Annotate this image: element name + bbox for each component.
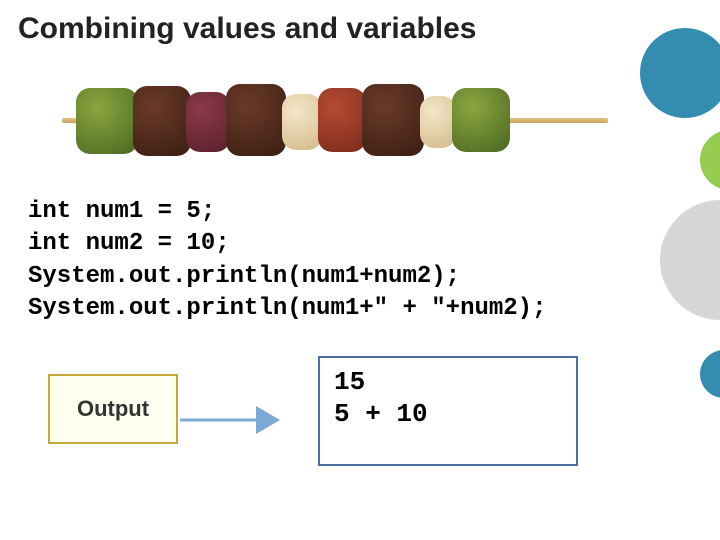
skewer-chunk: [76, 88, 138, 154]
code-line-1: int num1 = 5;: [28, 198, 215, 225]
output-row: Output 15 5 + 10: [48, 356, 702, 466]
skewer-chunk: [362, 84, 424, 156]
code-line-4: System.out.println(num1+" + "+num2);: [28, 295, 546, 322]
skewer-chunk: [452, 88, 510, 152]
code-line-3: System.out.println(num1+num2);: [28, 263, 460, 290]
skewer-chunk: [420, 96, 456, 148]
decoration-circle: [700, 350, 720, 398]
output-line-1: 15: [334, 367, 365, 397]
decoration-circle: [700, 130, 720, 190]
skewer-chunk: [133, 86, 191, 156]
code-block: int num1 = 5; int num2 = 10; System.out.…: [28, 196, 702, 326]
skewer-chunk: [318, 88, 366, 152]
code-line-2: int num2 = 10;: [28, 230, 230, 257]
skewer-chunk: [282, 94, 322, 150]
skewer-illustration: [48, 66, 608, 176]
output-line-2: 5 + 10: [334, 399, 428, 429]
skewer-chunk: [186, 92, 230, 152]
skewer-chunk: [226, 84, 286, 156]
decoration-circle: [640, 28, 720, 118]
output-label: Output: [48, 374, 178, 444]
slide-title: Combining values and variables: [18, 12, 702, 46]
output-box: 15 5 + 10: [318, 356, 578, 466]
slide-container: Combining values and variables int num1 …: [0, 0, 720, 540]
